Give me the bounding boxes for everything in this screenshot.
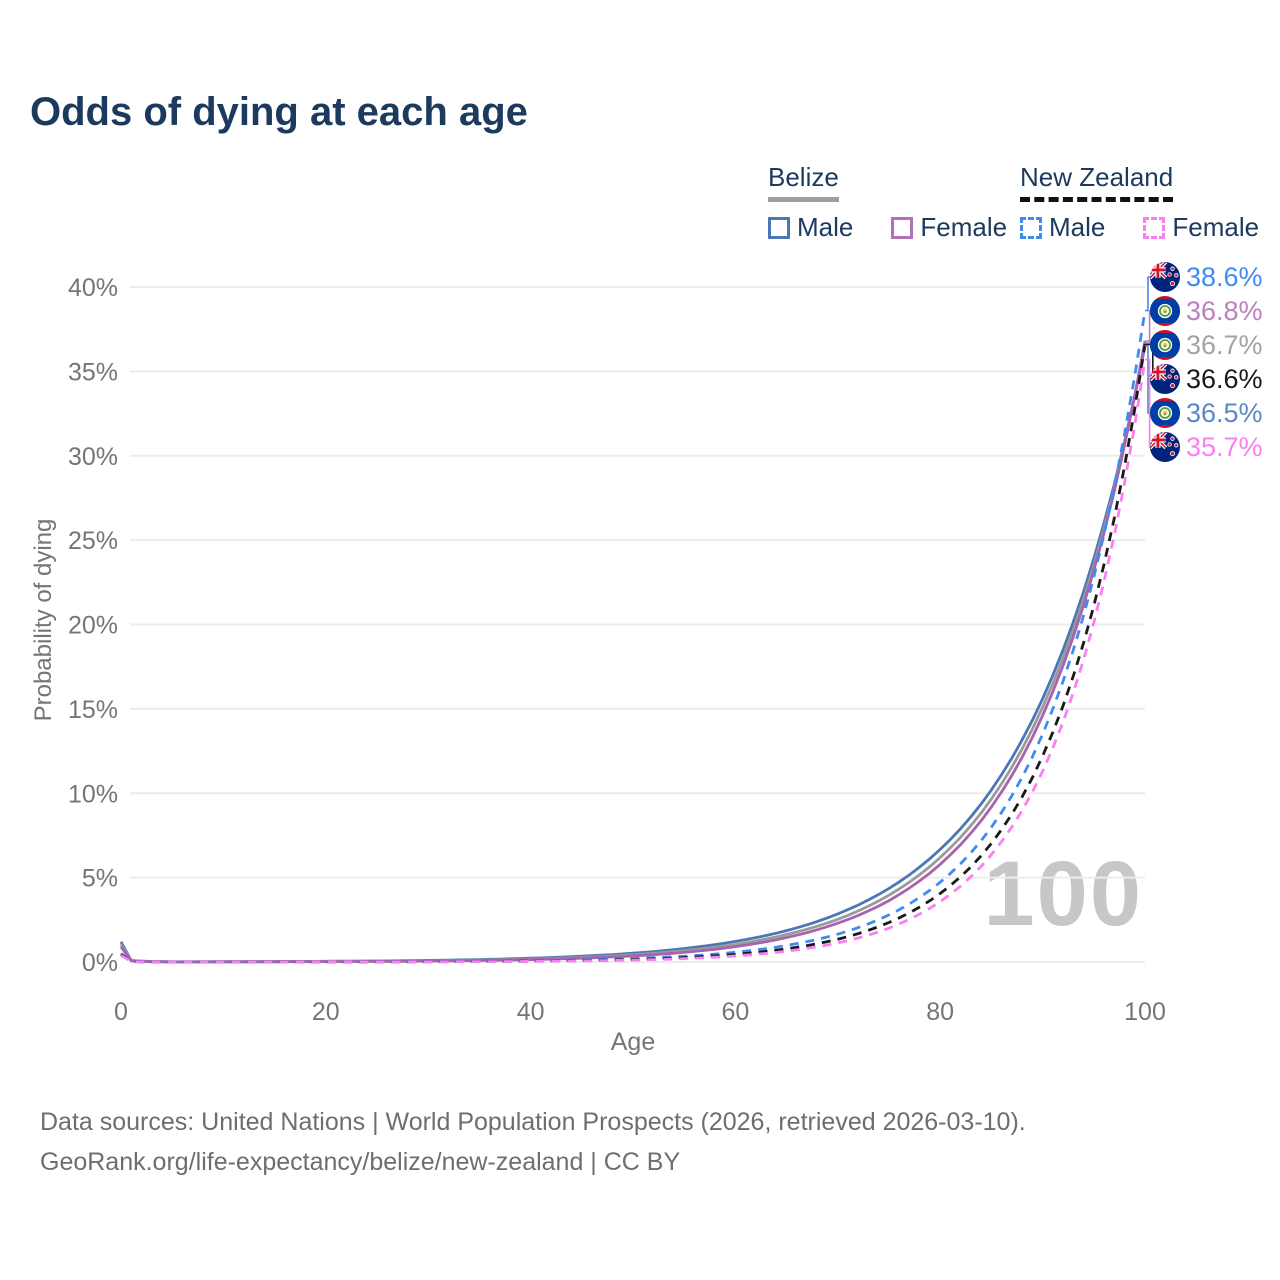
line-chart-canvas: 0% 5% 10% 15% 20% 25% 30% 35% 40% 0 20 40 60 80 100 xyxy=(68,274,1166,1026)
legend-label: Female xyxy=(1172,212,1260,242)
footer-data-sources: Data sources: United Nations | World Pop… xyxy=(40,1108,1026,1136)
end-label-value: 36.8% xyxy=(1186,295,1263,326)
legend-label: Male xyxy=(797,212,854,242)
legend-item-belize-female[interactable]: Female xyxy=(891,212,1007,243)
end-label-value: 35.7% xyxy=(1186,431,1263,462)
y-tick-label: 30% xyxy=(68,443,118,471)
nz-male-swatch-icon xyxy=(1020,216,1042,239)
y-tick-label: 15% xyxy=(68,696,118,724)
legend-label: Male xyxy=(1049,212,1106,242)
legend-item-belize-male[interactable]: Male xyxy=(768,212,853,243)
y-tick-label: 40% xyxy=(68,274,118,302)
end-label-belize-female: 36.8% xyxy=(1150,295,1263,327)
legend-group-belize: Belize Male Female xyxy=(768,162,1007,243)
end-label-value: 38.6% xyxy=(1186,261,1263,292)
chart-watermark: 100 xyxy=(983,843,1143,945)
end-label-nz-female: 35.7% xyxy=(1150,431,1263,463)
new-zealand-flag-icon xyxy=(1150,364,1180,394)
y-tick-label: 25% xyxy=(68,527,118,555)
y-tick-label: 20% xyxy=(68,612,118,640)
series-line-nz-total[interactable] xyxy=(120,344,1147,964)
end-label-nz-total: 36.6% xyxy=(1150,363,1263,395)
belize-flag-icon xyxy=(1150,330,1180,360)
x-tick-label: 20 xyxy=(312,998,340,1026)
x-tick-label: 60 xyxy=(721,998,749,1026)
end-label-value: 36.7% xyxy=(1186,329,1263,360)
nz-female-swatch-icon xyxy=(1143,216,1166,239)
new-zealand-flag-icon xyxy=(1150,262,1180,292)
x-tick-label: 0 xyxy=(114,998,128,1026)
y-tick-label: 10% xyxy=(68,780,118,808)
end-label-value: 36.5% xyxy=(1186,397,1263,428)
new-zealand-flag-icon xyxy=(1150,432,1180,462)
legend-country-new-zealand[interactable]: New Zealand xyxy=(1020,162,1174,202)
belize-flag-icon xyxy=(1150,398,1180,428)
end-label-belize-total: 36.7% xyxy=(1150,329,1263,361)
y-tick-label: 35% xyxy=(68,358,118,386)
series-line-belize-female[interactable] xyxy=(119,340,1147,964)
y-tick-label: 5% xyxy=(82,865,118,893)
series-line-nz-male[interactable] xyxy=(120,310,1147,964)
y-tick-label: 0% xyxy=(82,949,118,977)
legend-label: Female xyxy=(920,212,1008,242)
series-line-belize-male[interactable] xyxy=(119,345,1147,964)
end-label-belize-male: 36.5% xyxy=(1150,397,1263,429)
series-line-nz-female[interactable] xyxy=(120,359,1147,964)
belize-female-swatch-icon xyxy=(891,216,914,239)
x-axis-title: Age xyxy=(610,1028,656,1056)
legend-item-nz-male[interactable]: Male xyxy=(1020,212,1105,243)
end-label-nz-male: 38.6% xyxy=(1150,261,1263,293)
legend-group-new-zealand: New Zealand Male Female xyxy=(1020,162,1259,243)
belize-flag-icon xyxy=(1150,296,1180,326)
page-title: Odds of dying at each age xyxy=(30,90,528,134)
series-line-belize-total[interactable] xyxy=(119,342,1147,964)
legend-country-belize[interactable]: Belize xyxy=(768,162,839,202)
end-label-value: 36.6% xyxy=(1186,363,1263,394)
x-tick-label: 100 xyxy=(1124,998,1166,1026)
footer-attribution: GeoRank.org/life-expectancy/belize/new-z… xyxy=(40,1148,681,1176)
x-tick-label: 40 xyxy=(517,998,545,1026)
belize-male-swatch-icon xyxy=(768,216,790,239)
x-tick-label: 80 xyxy=(926,998,954,1026)
legend-item-nz-female[interactable]: Female xyxy=(1143,212,1259,243)
